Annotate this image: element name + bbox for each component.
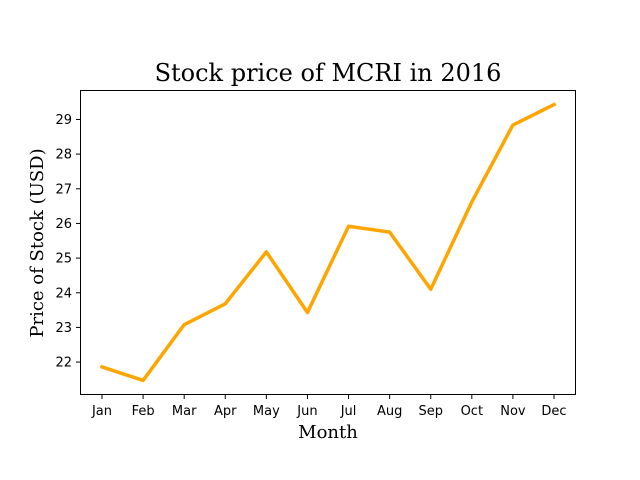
series-line-0 [99, 102, 557, 383]
x-tick-label: Jul [340, 404, 357, 419]
x-tick-label: Aug [377, 404, 402, 419]
x-tick-label: Sep [418, 404, 443, 419]
x-tick-label: Mar [172, 404, 197, 419]
x-tick-label: Apr [214, 404, 237, 419]
x-tick-label: Jan [91, 404, 112, 419]
series-layer [99, 102, 557, 383]
chart-title: Stock price of MCRI in 2016 [155, 59, 502, 87]
y-tick-label: 24 [55, 286, 72, 301]
x-tick-label: Oct [461, 404, 483, 419]
y-tick-label: 22 [55, 356, 72, 371]
plot-area [80, 90, 576, 395]
x-axis-label: Month [298, 422, 358, 443]
y-tick-label: 23 [55, 321, 72, 336]
y-axis-label: Price of Stock (USD) [27, 148, 48, 337]
y-tick-label: 27 [55, 182, 72, 197]
x-axis: Jan Feb Mar Apr May Jun Jul Aug Sep Oct Nov Dec [91, 395, 567, 419]
y-tick-label: 29 [55, 113, 72, 128]
y-axis: 22 23 24 25 26 27 28 29 [55, 113, 80, 371]
x-tick-label: Dec [541, 404, 566, 419]
x-tick-label: Feb [132, 404, 155, 419]
y-tick-label: 28 [55, 148, 72, 163]
y-tick-label: 25 [55, 252, 72, 267]
x-tick-label: Nov [500, 404, 526, 419]
x-tick-label: May [253, 404, 280, 419]
y-tick-label: 26 [55, 217, 72, 232]
x-tick-label: Jun [296, 404, 317, 419]
